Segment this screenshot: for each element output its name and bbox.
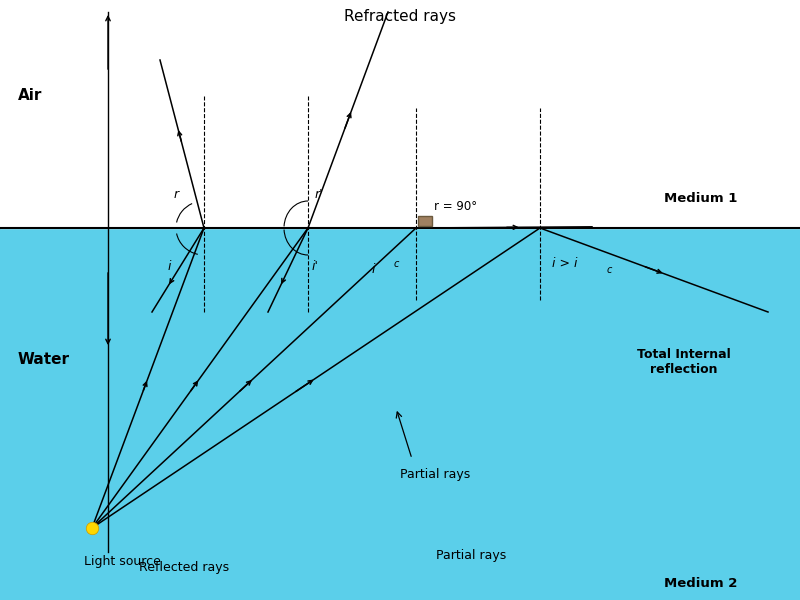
Text: i: i [167,260,170,273]
Text: Partial rays: Partial rays [400,468,470,481]
Text: Air: Air [18,88,42,103]
Text: i > i: i > i [552,257,578,270]
Bar [0,228,800,600]
Text: Medium 2: Medium 2 [664,577,738,590]
Text: r = 90°: r = 90° [434,200,477,213]
Text: Medium 1: Medium 1 [664,191,738,205]
Text: Total Internal
reflection: Total Internal reflection [637,348,731,376]
Text: Partial rays: Partial rays [436,549,506,562]
Text: r: r [174,188,178,201]
Text: c: c [606,265,612,275]
Text: Water: Water [18,352,70,367]
Text: i: i [372,263,375,276]
Text: Light source: Light source [84,555,161,568]
Text: Reflected rays: Reflected rays [139,561,229,574]
Text: Refracted rays: Refracted rays [344,9,456,24]
Bar [0,0,800,228]
Bar [418,215,432,226]
Text: r': r' [314,188,323,201]
Text: i': i' [312,260,319,273]
Text: c: c [394,259,399,269]
